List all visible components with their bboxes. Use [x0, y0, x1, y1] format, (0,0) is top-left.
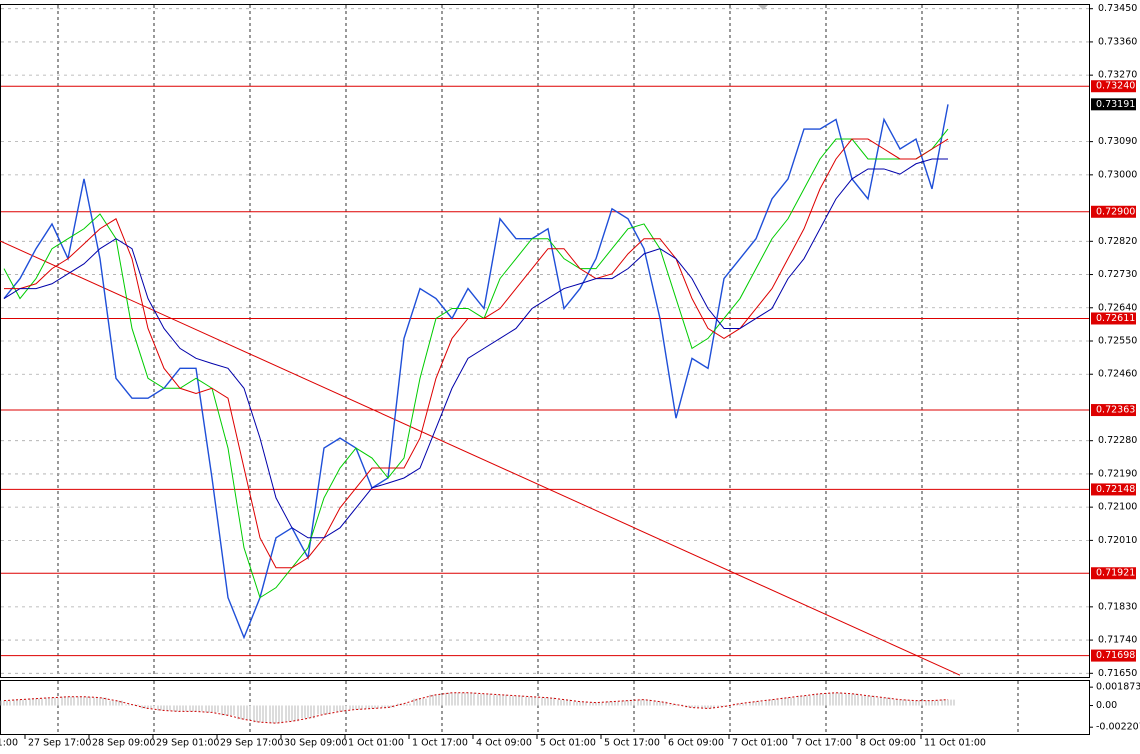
x-tick-label: 1 Oct 17:00 [412, 738, 468, 749]
y-tick-label: 0.72820 [1098, 236, 1137, 247]
y-tick-label: -0.002207 [1096, 722, 1140, 733]
level-label-box [1091, 80, 1136, 93]
x-tick-label: 28 Sep 09:00 [92, 738, 155, 749]
y-tick-label: 0.72460 [1098, 369, 1137, 380]
x-tick-label: 11 Oct 01:00 [924, 738, 986, 749]
price-line [3, 104, 949, 640]
x-tick-label: 29 Sep 01:00 [156, 738, 219, 749]
y-tick-label: 0.71650 [1098, 668, 1137, 679]
x-tick-label: 7 Oct 01:00 [732, 738, 788, 749]
current-price-label: 0.73191 [1096, 99, 1135, 110]
y-tick-label: 0.001873 [1096, 682, 1140, 693]
x-tick-label: 7 Oct 17:00 [796, 738, 852, 749]
x-tick-label: 27 Sep 17:00 [28, 738, 91, 749]
x-tick-label: 30 Sep 09:00 [284, 738, 347, 749]
moving-average [3, 128, 949, 599]
x-tick-label: 6 Oct 09:00 [668, 738, 724, 749]
y-tick-label: 0.73360 [1098, 36, 1137, 47]
y-tick-label: 0.71830 [1098, 601, 1137, 612]
y-tick-label: 0.71740 [1098, 635, 1137, 646]
level-label-box [1091, 312, 1136, 325]
x-tick-label: 5 Oct 17:00 [604, 738, 660, 749]
level-label-box [1091, 404, 1136, 417]
trendline [0, 240, 961, 676]
level-label-box [1091, 649, 1136, 662]
level-label: 0.72900 [1096, 206, 1135, 217]
x-tick-label: 4 Oct 09:00 [476, 738, 532, 749]
level-label-box [1091, 205, 1136, 218]
y-tick-label: 0.73090 [1098, 136, 1137, 147]
x-tick-label: 29 Sep 17:00 [220, 738, 283, 749]
y-tick-label: 0.72280 [1098, 435, 1137, 446]
x-tick-label: 1:00 [0, 738, 18, 749]
y-tick-label: 0.72010 [1098, 535, 1137, 546]
y-tick-label: 0.72730 [1098, 269, 1137, 280]
y-tick-label: 0.73450 [1098, 3, 1137, 14]
signal-line [3, 692, 949, 724]
level-label: 0.72148 [1096, 484, 1135, 495]
y-tick-label: 0.73000 [1098, 169, 1137, 180]
current-price-box [1091, 98, 1136, 111]
level-label: 0.71921 [1096, 568, 1135, 579]
y-tick-label: 0.72640 [1098, 302, 1137, 313]
level-label: 0.72611 [1096, 313, 1135, 324]
level-label: 0.73240 [1096, 81, 1135, 92]
x-tick-label: 5 Oct 01:00 [540, 738, 596, 749]
moving-average [3, 158, 948, 539]
x-tick-label: 1 Oct 01:00 [348, 738, 404, 749]
level-label-box [1091, 483, 1136, 496]
level-label: 0.72363 [1096, 405, 1135, 416]
y-tick-label: 0.73270 [1098, 70, 1137, 81]
y-tick-label: 0.72550 [1098, 336, 1137, 347]
level-label-box [1091, 567, 1136, 580]
shift-marker [758, 5, 768, 10]
y-tick-label: 0.72190 [1098, 468, 1137, 479]
indicator-frame [0, 680, 1090, 735]
x-tick-label: 8 Oct 09:00 [860, 738, 916, 749]
y-tick-label: 0.00 [1096, 700, 1117, 711]
moving-average [4, 138, 949, 569]
y-tick-label: 0.72100 [1098, 502, 1137, 513]
level-label: 0.71698 [1096, 650, 1135, 661]
